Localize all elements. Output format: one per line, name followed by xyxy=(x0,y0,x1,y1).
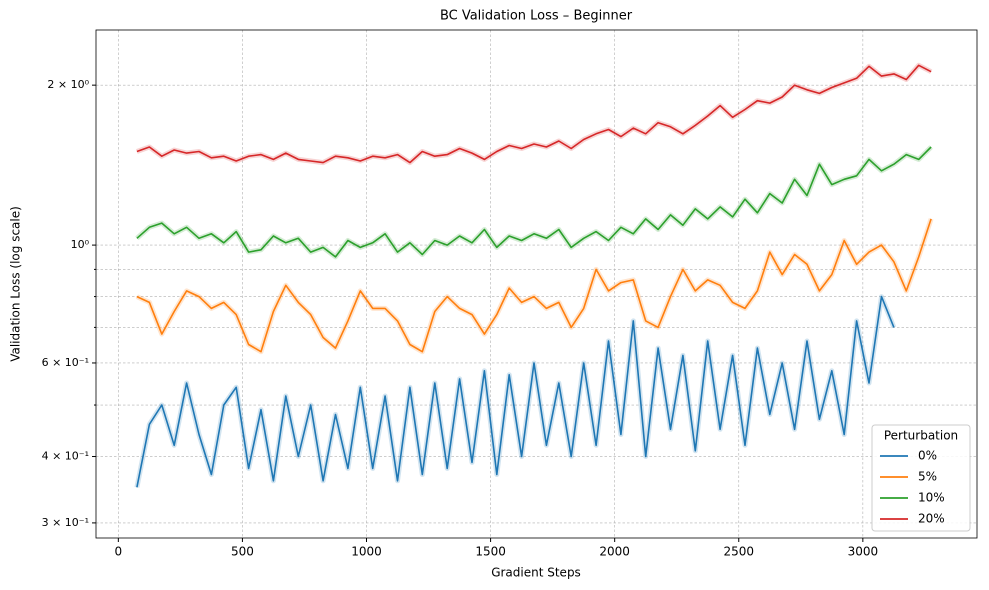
x-tick-label: 1500 xyxy=(475,545,506,559)
x-tick-label: 1000 xyxy=(351,545,382,559)
legend-label: 5% xyxy=(918,470,937,484)
series-line xyxy=(136,295,895,488)
series-band xyxy=(135,218,934,355)
x-tick-label: 3000 xyxy=(848,545,879,559)
legend-box xyxy=(871,424,971,532)
series-line xyxy=(136,146,932,258)
series-band xyxy=(136,62,933,166)
y-tick-label: 3 × 10⁻¹ xyxy=(42,516,89,529)
y-tick-label: 6 × 10⁻¹ xyxy=(42,356,89,369)
x-tick-label: 500 xyxy=(231,545,254,559)
legend-title: Perturbation xyxy=(884,429,958,443)
series-line xyxy=(136,218,932,353)
plot-frame xyxy=(95,29,978,539)
x-tick-label: 2000 xyxy=(599,545,630,559)
legend-label: 20% xyxy=(918,512,945,526)
x-axis-label: Gradient Steps xyxy=(491,566,581,580)
y-tick-label: 2 × 10⁰ xyxy=(47,78,89,91)
legend-label: 10% xyxy=(918,491,945,505)
y-tick-label: 10⁰ xyxy=(71,238,90,251)
chart-title: BC Validation Loss – Beginner xyxy=(440,9,633,24)
series-band xyxy=(135,145,933,260)
y-axis-label: Validation Loss (log scale) xyxy=(9,206,23,362)
x-tick-label: 2500 xyxy=(723,545,754,559)
series-line xyxy=(136,64,932,164)
y-tick-label: 4 × 10⁻¹ xyxy=(42,450,89,463)
x-tick-label: 0 xyxy=(115,545,123,559)
legend-label: 0% xyxy=(918,449,937,463)
